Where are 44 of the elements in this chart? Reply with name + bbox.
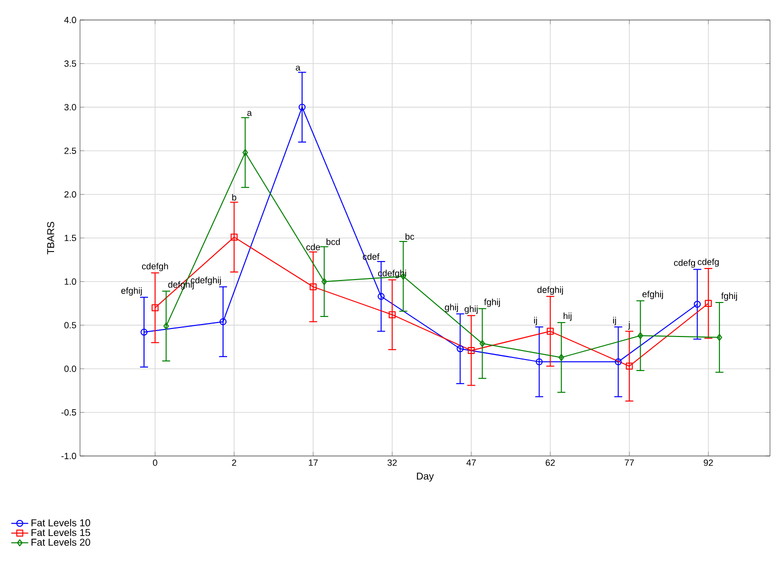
x-tick-label: 77 [624,460,634,466]
annotation: hij [564,312,572,321]
y-tick-label: 0.0 [64,366,76,372]
y-tick-label: 3.5 [64,60,76,67]
y-tick-label: -1.0 [61,452,76,460]
x-tick-label: 17 [308,460,318,466]
y-tick-label: 0.5 [64,322,76,328]
annotation: ghij [444,304,458,312]
annotation: bc [406,233,414,240]
x-tick-label: 0 [152,460,158,466]
annotation: efghij [642,290,663,300]
y-tick-label: 1.5 [64,234,76,242]
annotation: fghij [721,292,737,301]
x-tick-label: 62 [546,460,555,466]
annotation: cdefg [698,258,719,267]
annotation: ghij [464,306,478,314]
x-tick-label: 92 [704,460,713,466]
y-axis-title: TBARS [47,222,54,254]
y-tick-label: 1.0 [64,278,76,285]
x-axis-title: Day [416,472,434,482]
annotation: ij [534,316,537,326]
annotation: defghij [537,286,563,295]
y-tick-label: 3.0 [64,104,76,110]
annotation: j [628,321,630,330]
y-tick-label: 4.0 [64,16,76,24]
legend-label: Fat Levels 10 [32,519,90,526]
legend-label: Fat Levels 15 [32,528,90,536]
annotation: cdefg [674,259,696,268]
annotation: bcd [326,238,340,246]
x-tick-label: 47 [466,460,476,466]
annotation: a [296,66,300,71]
y-tick-label: 2.5 [64,148,76,154]
annotation: cdefgh [142,262,168,272]
annotation: b [232,194,236,201]
annotation: cde [306,244,320,250]
x-tick-label: 32 [388,460,397,466]
x-tick-label: 2 [232,460,236,466]
legend-label: Fat Levels 20 [32,538,90,546]
annotation: efghij [121,287,142,296]
annotation: fghij [484,298,500,307]
y-tick-label: 2.0 [64,191,76,198]
y-tick-label: -0.5 [61,409,76,416]
annotation: a [247,111,252,116]
annotation: ij [613,316,616,326]
